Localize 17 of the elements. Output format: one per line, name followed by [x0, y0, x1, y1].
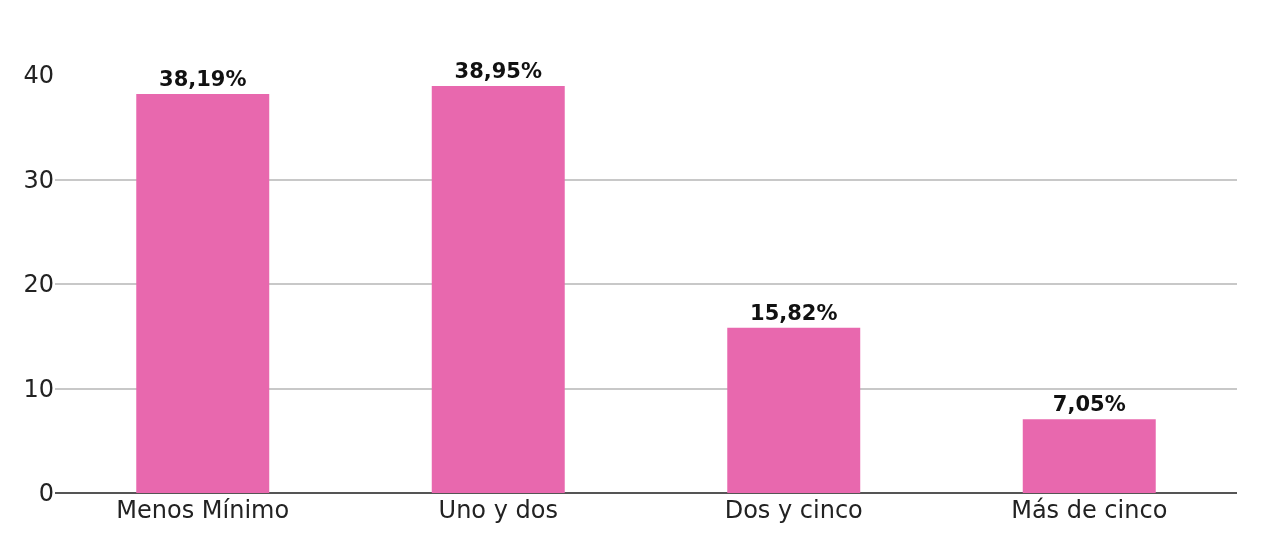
y-tick-label: 0 [38, 479, 54, 508]
y-tick-label: 40 [23, 61, 54, 90]
bar [136, 93, 270, 493]
data-label: 15,82% [750, 300, 838, 325]
y-tick-label: 20 [23, 270, 54, 299]
data-label: 38,95% [454, 58, 542, 83]
y-tick-label: 10 [23, 374, 54, 403]
x-tick-label: Menos Mínimo [116, 496, 290, 524]
data-label: 38,19% [159, 66, 247, 91]
x-tick-label: Más de cinco [1011, 496, 1168, 524]
bar [431, 85, 565, 493]
data-label: 7,05% [1052, 392, 1126, 417]
x-tick-label: Uno y dos [438, 496, 558, 524]
bar [1022, 419, 1156, 493]
bar [727, 327, 861, 493]
x-tick-label: Dos y cinco [724, 496, 863, 524]
y-tick-label: 30 [23, 165, 54, 194]
